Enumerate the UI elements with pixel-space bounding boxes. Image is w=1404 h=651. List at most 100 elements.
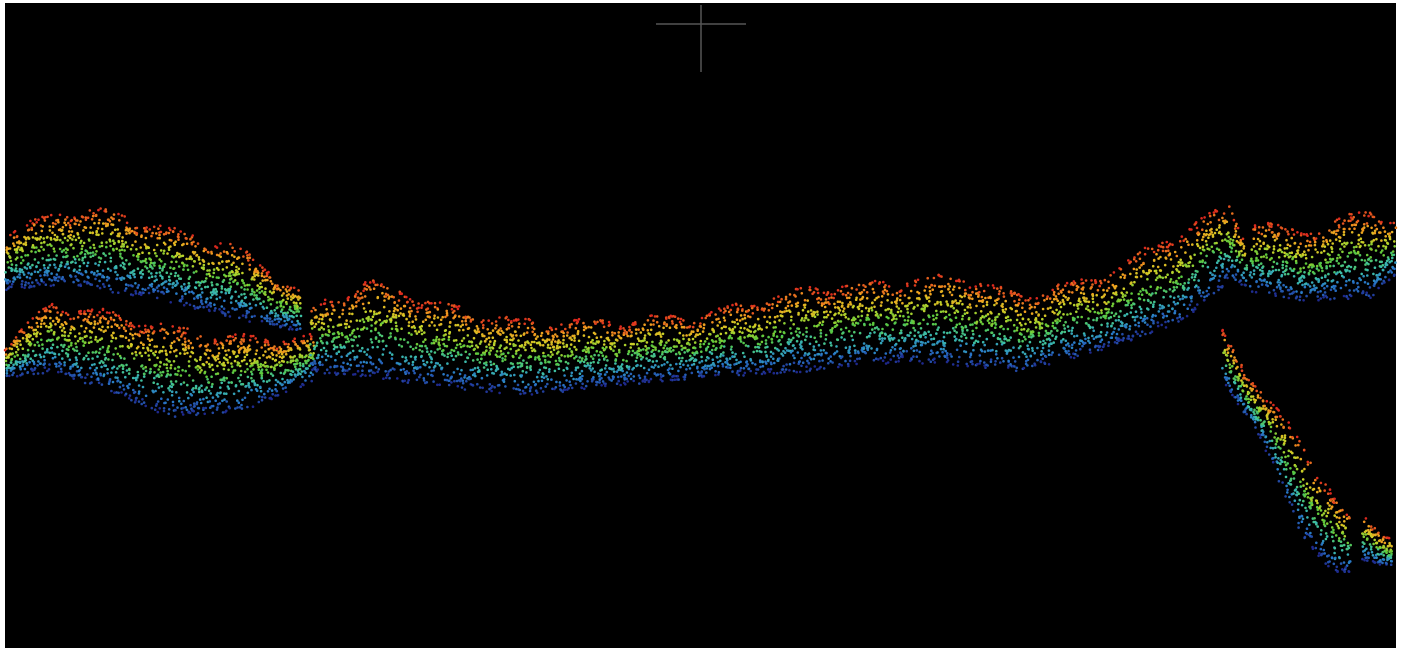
point [434,306,437,309]
point [494,340,497,343]
point [488,343,491,346]
point [719,321,722,324]
point [356,344,359,347]
point [854,318,857,321]
point [291,320,294,323]
point [228,282,231,285]
point [278,361,281,364]
point [825,334,828,337]
point [41,319,44,322]
point [834,293,837,296]
point [118,219,121,222]
point [24,284,27,287]
point [77,340,80,343]
point [222,347,225,350]
point [450,376,453,379]
point [328,331,331,334]
point [136,286,139,289]
point [50,324,53,327]
point [125,323,128,326]
point [575,348,578,351]
point [512,387,515,390]
point [505,339,508,342]
point [560,360,563,363]
point [756,306,759,309]
point [135,248,138,251]
point [163,337,166,340]
point [108,252,111,255]
point [602,322,605,325]
point [360,292,363,295]
point [62,324,65,327]
point [115,371,118,374]
point [246,363,249,366]
point [201,391,204,394]
point [809,289,812,292]
point [21,283,24,286]
point [19,358,22,361]
point [337,336,340,339]
point [187,345,190,348]
point [771,307,774,310]
point [205,407,208,410]
point [215,293,218,296]
point [722,354,725,357]
point [778,319,781,322]
point [13,367,16,370]
point [363,361,366,364]
point [389,335,392,338]
point [408,315,411,318]
point [844,360,847,363]
point [229,315,232,318]
point [250,362,253,365]
point [792,344,795,347]
point [580,359,583,362]
point [86,265,89,268]
point [192,410,195,413]
point [107,268,110,271]
point [20,256,23,259]
point [29,357,32,360]
point [63,364,66,367]
point [838,312,841,315]
point [102,283,105,286]
point [163,407,166,410]
point [159,371,162,374]
point [97,209,100,212]
point [656,315,659,318]
point [530,343,533,346]
point [205,361,208,364]
point [257,271,260,274]
point [105,357,108,360]
point [209,400,212,403]
point [157,400,160,403]
point [768,304,771,307]
point [36,364,39,367]
point [87,252,90,255]
point [270,398,273,401]
point [355,301,358,304]
point [660,335,663,338]
point [169,351,172,354]
point [139,272,142,275]
point [833,303,836,306]
point [457,385,460,388]
point [169,245,172,248]
point [91,357,94,360]
point [26,267,29,270]
point [157,411,160,414]
point [348,325,351,328]
point [175,355,178,358]
point [715,340,718,343]
point [693,363,696,366]
point [666,347,669,350]
point [264,291,267,294]
point [184,332,187,335]
point [318,328,321,331]
point [352,350,355,353]
point [158,375,161,378]
point [251,293,254,296]
point [765,326,768,329]
point [88,341,91,344]
point [120,324,123,327]
